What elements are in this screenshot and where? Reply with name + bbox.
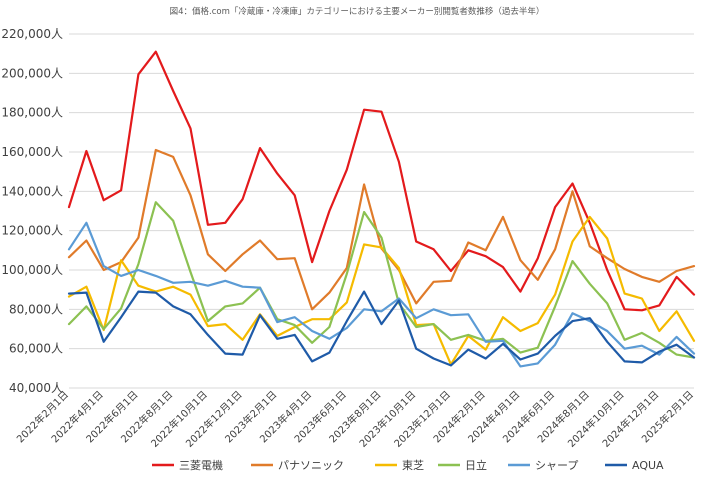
series-lines <box>67 50 696 368</box>
y-axis-tick-labels: 40,000人 60,000人 80,000人 100,000人 120,000人 140… <box>1 27 63 395</box>
series-line <box>67 50 696 312</box>
y-tick-label: 80,000人 <box>9 302 63 316</box>
y-tick-label: 220,000人 <box>1 27 63 41</box>
y-tick-label: 160,000人 <box>1 145 63 159</box>
series-line <box>67 215 696 366</box>
legend-label: パナソニック <box>278 459 344 472</box>
legend-label: 東芝 <box>402 459 424 472</box>
series-line <box>67 290 696 367</box>
legend-label: 三菱電機 <box>179 458 223 472</box>
y-tick-label: 120,000人 <box>1 224 63 238</box>
chart-title: 図4：価格.com「冷蔵庫・冷凍庫」カテゴリーにおける主要メーカー別閲覧者数推移… <box>170 6 545 17</box>
legend-label: 日立 <box>465 458 487 472</box>
series-line <box>67 221 696 368</box>
legend-label: シャープ <box>535 459 578 472</box>
y-tick-label: 40,000人 <box>9 381 63 395</box>
y-tick-label: 140,000人 <box>1 184 63 198</box>
y-tick-label: 100,000人 <box>1 263 63 277</box>
gridlines <box>69 33 694 389</box>
y-tick-label: 60,000人 <box>9 342 63 356</box>
legend-label: AQUA <box>632 459 664 472</box>
y-tick-label: 180,000人 <box>1 106 63 120</box>
y-tick-label: 200,000人 <box>1 66 63 80</box>
series-line <box>67 201 696 359</box>
x-axis-tick-labels: 2022年2月1日2022年4月1日2022年6月1日2022年8月1日2022… <box>14 388 696 450</box>
legend: 三菱電機 パナソニック 東芝 日立 シャープ AQUA <box>152 458 664 472</box>
